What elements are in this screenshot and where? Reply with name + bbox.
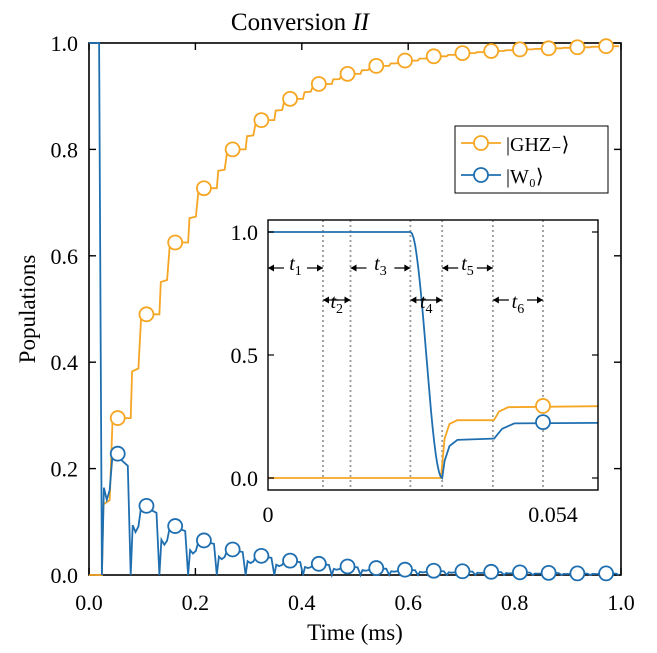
segment-arrow-head <box>268 264 274 272</box>
w0-data-point <box>397 561 413 578</box>
segment-arrow-head <box>323 296 329 304</box>
y-tick-label: 0.8 <box>51 137 79 162</box>
inset-segment-arrows: t1 t2 t3 t4 t5 t6 <box>268 253 543 317</box>
ghz-data-point <box>339 65 356 82</box>
w0-data-point <box>167 518 184 534</box>
segment-arrow-head <box>350 264 357 272</box>
segment-label: t3 <box>374 253 387 279</box>
ghz-data-point <box>512 41 528 58</box>
ghz-data-point <box>454 45 471 62</box>
inset-y-tick-label: 0.5 <box>231 343 259 368</box>
main-plot-frame <box>88 42 622 576</box>
w0-data-point <box>282 552 298 569</box>
ghz-data-point <box>540 40 557 57</box>
w0-data-point <box>569 565 586 582</box>
main-series-markers <box>109 38 615 582</box>
x-tick-label: 0.8 <box>501 590 529 615</box>
w0-data-point <box>483 563 500 580</box>
y-tick-label: 0.2 <box>51 457 79 482</box>
y-tick-label: 0.4 <box>51 350 79 375</box>
segment-arrow-head <box>344 296 351 304</box>
x-tick-label: 1.0 <box>607 590 635 615</box>
y-axis-label: Populations <box>15 255 40 364</box>
segment-arrow-head <box>537 296 543 304</box>
segment-label: t6 <box>512 291 525 317</box>
segment-label: t4 <box>420 291 433 317</box>
w0-data-point <box>512 564 528 581</box>
segment-arrow-head <box>492 296 499 304</box>
inset-background <box>268 220 598 490</box>
segment-arrow-head <box>317 264 323 272</box>
legend-ghz-label: |GHZ₋⟩ <box>506 134 569 156</box>
x-axis-label: Time (ms) <box>307 620 403 645</box>
inset-ghz-line <box>268 405 599 479</box>
inset-x-tick-label: 0 <box>263 502 274 527</box>
ghz-data-point <box>253 112 270 129</box>
inset-chart: t1 t2 t3 t4 t5 t6 0.0 0.5 1.0 0 0.054 <box>231 219 599 527</box>
w0-data-point <box>138 497 155 514</box>
w0-data-point <box>425 562 442 579</box>
inset-series-markers <box>535 398 551 431</box>
segment-arrow-head <box>410 296 417 304</box>
y-tick-label: 1.0 <box>51 31 79 56</box>
inset-x-tick-label: 0.054 <box>528 502 578 527</box>
y-tick-label: 0.6 <box>51 244 79 269</box>
ghz-data-point <box>282 90 298 107</box>
w0-data-point <box>540 564 557 581</box>
inset-segment-lines <box>322 220 544 490</box>
ghz-data-point <box>224 141 241 158</box>
ghz-data-point <box>483 43 500 59</box>
w0-data-point <box>196 532 212 549</box>
ghz-data-point <box>109 410 126 426</box>
inset-y-tick-label: 0.0 <box>231 466 259 491</box>
w0-data-point <box>339 558 356 575</box>
segment-arrow-head <box>442 264 449 272</box>
x-tick-label: 0.6 <box>394 590 422 615</box>
w0-data-point <box>368 560 385 576</box>
inset-axis-ticks: 0.0 0.5 1.0 0 0.054 <box>231 220 598 527</box>
inset-series-lines <box>268 231 599 480</box>
ghz-data-point <box>425 48 442 65</box>
segment-arrow-head <box>436 296 443 304</box>
ghz-data-point <box>397 52 413 69</box>
inset-w0-marker <box>535 414 551 431</box>
ghz-data-point <box>138 306 155 323</box>
w0-data-point <box>224 541 241 558</box>
segment-label: t2 <box>330 291 343 317</box>
y-tick-label: 0.0 <box>51 563 79 588</box>
w0-data-point <box>109 445 126 462</box>
ghz-data-point <box>167 234 184 251</box>
legend-w0-marker <box>473 167 489 183</box>
ghz-data-point <box>310 76 327 92</box>
chart-title: Conversion II <box>231 9 371 36</box>
inset-ghz-marker <box>535 398 551 414</box>
ghz-data-point <box>598 38 615 55</box>
legend: |GHZ₋⟩ |W₀⟩ <box>454 125 609 194</box>
inset-y-tick-label: 1.0 <box>231 220 259 245</box>
x-tick-label: 0.0 <box>75 590 103 615</box>
w0-data-point <box>598 565 615 582</box>
x-tick-label: 0.2 <box>182 590 210 615</box>
segment-arrow-head <box>486 264 493 272</box>
ghz-data-point <box>569 39 586 56</box>
legend-ghz-marker <box>473 135 489 151</box>
w0-data-point <box>253 547 270 564</box>
main-axis-ticks: 0.0 0.2 0.4 0.6 0.8 1.0 0.0 0.2 0.4 0.6 0.8 1.0 <box>51 31 635 615</box>
segment-arrow-head <box>404 264 411 272</box>
w0-data-point <box>454 563 471 580</box>
segment-label: t5 <box>461 253 474 279</box>
w0-data-point <box>310 555 327 572</box>
segment-label: t1 <box>289 253 302 279</box>
ghz-data-point <box>196 180 212 197</box>
ghz-data-point <box>368 57 385 74</box>
x-tick-label: 0.4 <box>288 590 316 615</box>
inset-w0-line <box>268 231 599 480</box>
legend-w0-label: |W₀⟩ <box>506 166 544 188</box>
